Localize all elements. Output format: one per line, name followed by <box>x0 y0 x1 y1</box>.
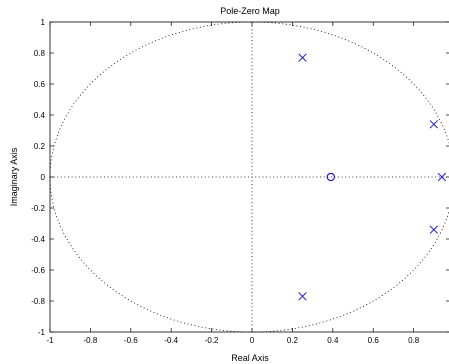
x-tick-label: 0.6 <box>368 336 380 345</box>
y-axis-ticks: 1 0.8 0.6 0.4 0.2 0 -0.2 -0.4 -0.6 -0.8 -1 <box>31 18 449 337</box>
x-tick-label: -0.2 <box>205 336 219 345</box>
y-tick-label: -0.2 <box>31 204 45 213</box>
y-tick-label: 0.6 <box>34 80 46 89</box>
pole-zero-markers <box>298 53 447 301</box>
y-tick-label: 0.8 <box>34 49 46 58</box>
pole-marker <box>437 172 447 182</box>
x-tick-label: 0.8 <box>408 336 420 345</box>
pole-marker <box>429 225 439 234</box>
x-tick-label: -0.8 <box>84 336 98 345</box>
y-tick-label: -0.8 <box>31 297 45 306</box>
y-tick-label: 0.2 <box>34 142 46 151</box>
chart-title: Pole-Zero Map <box>220 6 280 16</box>
y-tick-label: -0.4 <box>31 235 45 244</box>
pole-marker <box>429 120 439 129</box>
x-axis-label: Real Axis <box>231 353 269 363</box>
y-tick-label: 1 <box>41 18 46 27</box>
y-tick-label: -1 <box>38 328 46 337</box>
y-tick-label: 0 <box>41 173 46 182</box>
y-axis-label: Imaginary Axis <box>9 147 19 206</box>
pole-marker <box>298 53 307 62</box>
x-tick-label: -0.4 <box>164 336 178 345</box>
x-tick-label: 0 <box>250 336 255 345</box>
x-tick-label: 0.4 <box>327 336 339 345</box>
pole-marker <box>298 292 307 301</box>
x-tick-label: 0.2 <box>287 336 299 345</box>
x-axis-ticks: -1 -0.8 -0.6 -0.4 -0.2 0 0.2 0.4 0.6 0.8 <box>46 22 420 345</box>
reference-lines <box>50 22 449 332</box>
zero-marker <box>326 172 336 182</box>
y-tick-label: 0.4 <box>34 111 46 120</box>
x-tick-label: -0.6 <box>124 336 138 345</box>
axes-box <box>49 21 449 333</box>
x-tick-label: -1 <box>46 336 54 345</box>
y-tick-label: -0.6 <box>31 266 45 275</box>
